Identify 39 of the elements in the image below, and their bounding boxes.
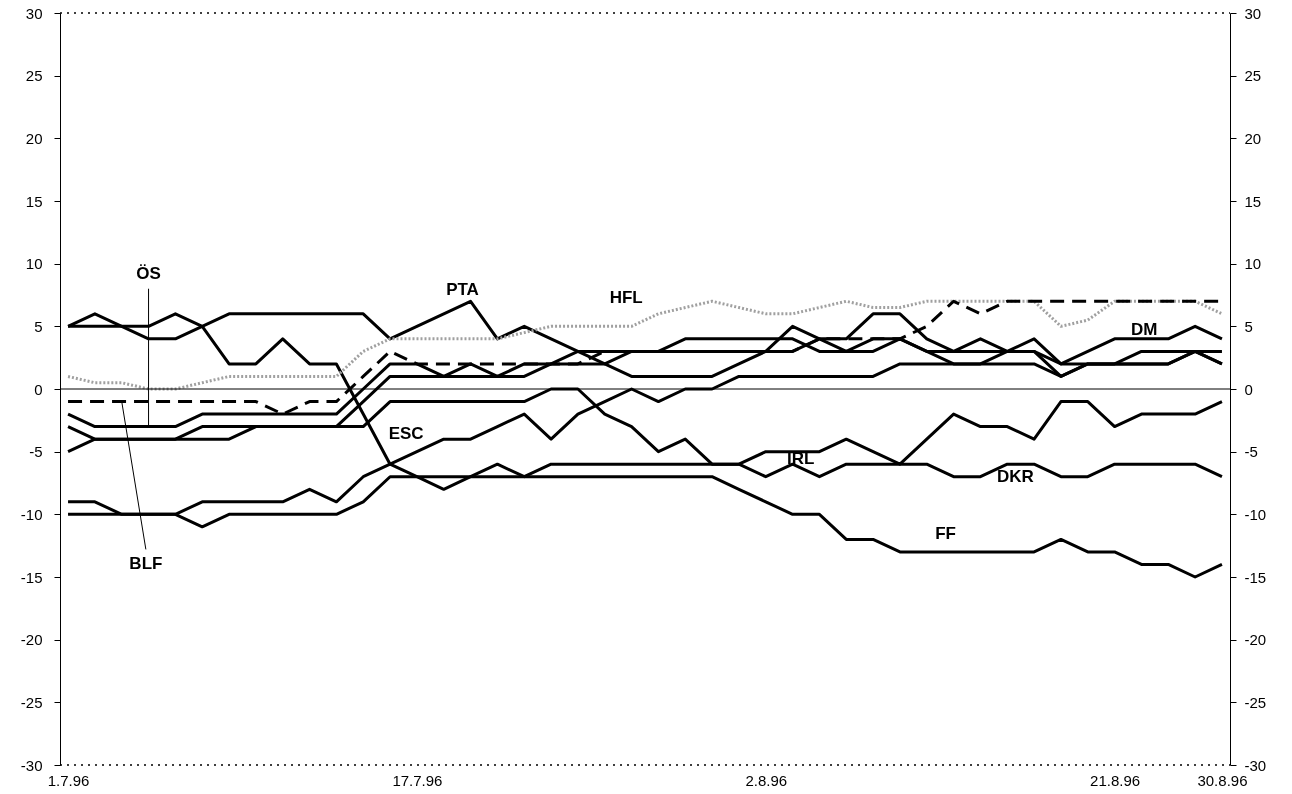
series-label: DM: [1130, 320, 1158, 340]
y-tick-label: 5: [34, 317, 43, 335]
y2-tick-label: -30: [1244, 756, 1267, 774]
x-tick-label: 1.7.96: [47, 771, 90, 789]
y-tick-label: 25: [25, 67, 43, 85]
y-tick-label: -20: [20, 631, 43, 649]
y-tick-label: -10: [20, 505, 43, 523]
y-tick-label: 30: [25, 4, 43, 22]
y2-tick-label: 20: [1244, 129, 1262, 147]
y2-tick-label: 25: [1244, 67, 1262, 85]
y2-tick-label: -25: [1244, 693, 1267, 711]
series-label: ESC: [388, 424, 424, 444]
series-label: FF: [935, 524, 956, 544]
y-tick-label: 15: [25, 192, 43, 210]
y-tick-label: 0: [34, 380, 43, 398]
text: ÖS: [136, 263, 161, 283]
y-tick-label: -5: [29, 443, 43, 461]
y2-tick-label: 5: [1244, 317, 1253, 335]
y2-tick-label: 0: [1244, 380, 1253, 398]
y-tick-label: 20: [25, 129, 43, 147]
x-tick-label: 17.7.96: [392, 771, 443, 789]
x-tick-label: 21.8.96: [1090, 771, 1141, 789]
y-tick-label: -15: [20, 568, 43, 586]
y-tick-label: 10: [25, 255, 43, 273]
series-label: HFL: [609, 287, 643, 307]
x-tick-label: 30.8.96: [1197, 771, 1248, 789]
y2-tick-label: 15: [1244, 192, 1262, 210]
y2-tick-label: -20: [1244, 631, 1267, 649]
text: BLF: [129, 554, 163, 574]
y2-tick-label: -15: [1244, 568, 1267, 586]
series-label: PTA: [446, 279, 479, 299]
y-tick-label: -30: [20, 756, 43, 774]
y2-tick-label: -10: [1244, 505, 1267, 523]
y2-tick-label: -5: [1244, 443, 1258, 461]
y2-tick-label: 10: [1244, 255, 1262, 273]
series-label: DKR: [996, 466, 1034, 486]
y2-tick-label: 30: [1244, 4, 1262, 22]
y-tick-label: -25: [20, 693, 43, 711]
x-tick-label: 2.8.96: [745, 771, 788, 789]
